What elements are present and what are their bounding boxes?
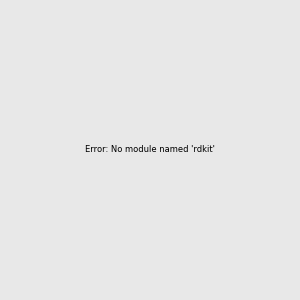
Text: Error: No module named 'rdkit': Error: No module named 'rdkit' [85, 146, 215, 154]
